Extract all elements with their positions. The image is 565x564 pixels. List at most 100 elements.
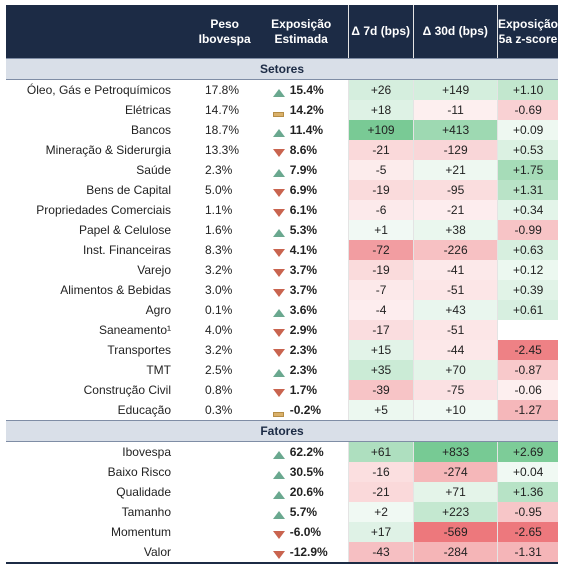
up-arrow-icon	[272, 450, 285, 459]
delta-30d-cell: -226	[412, 240, 498, 260]
trend-icon	[272, 528, 285, 539]
row-exposicao: 3.6%	[255, 300, 349, 320]
exposicao-value: 8.6%	[289, 143, 318, 157]
delta-30d-value: -44	[413, 340, 498, 360]
row-peso: 13.3%	[205, 143, 240, 157]
delta-30d-value: -284	[413, 542, 498, 562]
zscore-cell: -0.87	[497, 360, 558, 380]
row-peso	[195, 442, 255, 462]
exposicao-value: 5.7%	[289, 505, 318, 519]
delta-7d-value: -19	[349, 260, 413, 280]
zscore-value: -2.45	[498, 340, 558, 360]
zscore-value: -1.31	[498, 542, 558, 562]
up-arrow-icon	[272, 88, 285, 97]
zscore-value: +2.69	[498, 442, 558, 462]
exposicao-value: -12.9%	[289, 545, 328, 559]
trend-icon	[272, 86, 285, 97]
up-arrow-icon	[272, 308, 285, 317]
trend-icon	[272, 508, 285, 519]
header-delta-7d: Δ 7d (bps)	[347, 5, 413, 58]
exposicao-value: 14.2%	[289, 103, 324, 117]
exposicao-value: 2.9%	[289, 323, 318, 337]
row-peso: 2.3%	[205, 163, 233, 177]
exposicao-value: 2.3%	[289, 343, 318, 357]
table-row: Saúde 2.3% 7.9% -5 +21 +1.75	[6, 160, 558, 180]
delta-7d-cell: -39	[348, 380, 413, 400]
delta-7d-cell: +61	[348, 442, 413, 462]
delta-7d-value: -72	[349, 240, 413, 260]
delta-30d-value: -274	[413, 462, 498, 482]
exposicao-value: 2.3%	[289, 363, 318, 377]
row-name: TMT	[146, 363, 171, 377]
row-name: Valor	[143, 545, 171, 559]
header-peso: Peso Ibovespa	[198, 16, 251, 46]
row-name: Educação	[117, 403, 171, 417]
delta-7d-value: +2	[349, 502, 413, 522]
trend-icon	[272, 346, 285, 357]
up-arrow-icon	[272, 510, 285, 519]
trend-icon	[272, 386, 285, 397]
table-row: Bancos 18.7% 11.4% +109 +413 +0.09	[6, 120, 558, 140]
delta-30d-value: +413	[413, 120, 498, 140]
delta-30d-cell: +70	[412, 360, 498, 380]
row-peso	[195, 522, 255, 542]
up-arrow-icon	[272, 228, 285, 237]
table-row: Agro 0.1% 3.6% -4 +43 +0.61	[6, 300, 558, 320]
trend-icon	[272, 468, 285, 479]
setores-rows: Óleo, Gás e Petroquímicos 17.8% 15.4% +26 +1…	[6, 80, 558, 420]
row-peso: 17.8%	[205, 83, 240, 97]
zscore-cell: +0.39	[497, 280, 558, 300]
down-arrow-icon	[272, 550, 285, 559]
delta-30d-value: -75	[413, 380, 498, 400]
row-name: Bancos	[130, 123, 171, 137]
row-peso: 1.1%	[205, 203, 233, 217]
table-row: Alimentos & Bebidas 3.0% 3.7% -7 -51 +0.39	[6, 280, 558, 300]
zscore-cell: +0.34	[497, 200, 558, 220]
row-name: Alimentos & Bebidas	[60, 283, 171, 297]
row-exposicao: 20.6%	[255, 482, 349, 502]
trend-icon	[272, 146, 285, 157]
delta-30d-value: +70	[413, 360, 498, 380]
table-row: Elétricas 14.7% 14.2% +18 -11 -0.69	[6, 100, 558, 120]
down-arrow-icon	[272, 388, 285, 397]
row-name: Propriedades Comerciais	[36, 203, 171, 217]
zscore-cell: +0.61	[497, 300, 558, 320]
delta-30d-cell: -284	[412, 542, 498, 562]
delta-30d-value: +149	[413, 80, 498, 100]
delta-30d-cell: -75	[412, 380, 498, 400]
exposicao-value: 3.7%	[289, 283, 318, 297]
zscore-value: -1.27	[498, 400, 558, 420]
row-peso: 0.1%	[205, 303, 233, 317]
exposicao-value: 4.1%	[289, 243, 318, 257]
down-arrow-icon	[272, 188, 285, 197]
table-row: TMT 2.5% 2.3% +35 +70 -0.87	[6, 360, 558, 380]
up-arrow-icon	[272, 490, 285, 499]
row-peso	[195, 502, 255, 522]
zscore-cell: +0.04	[497, 462, 558, 482]
row-exposicao: 11.4%	[255, 120, 349, 140]
delta-7d-value: -6	[349, 200, 413, 220]
delta-7d-value: -43	[349, 542, 413, 562]
row-name: Elétricas	[124, 103, 171, 117]
fatores-rows: Ibovespa 62.2% +61 +833 +2.69 Baixo Risco 30.5…	[6, 442, 558, 562]
delta-30d-cell: -51	[412, 320, 498, 340]
row-peso	[195, 462, 255, 482]
zscore-value: +1.75	[498, 160, 558, 180]
delta-7d-value: -16	[349, 462, 413, 482]
down-arrow-icon	[272, 208, 285, 217]
exposicao-value: 6.1%	[289, 203, 318, 217]
up-arrow-icon	[272, 368, 285, 377]
up-arrow-icon	[272, 168, 285, 177]
row-exposicao: 30.5%	[255, 462, 349, 482]
delta-30d-value: -569	[413, 522, 498, 542]
row-peso: 14.7%	[205, 103, 240, 117]
delta-7d-value: -21	[349, 482, 413, 502]
delta-7d-cell: -21	[348, 482, 413, 502]
delta-7d-cell: -5	[348, 160, 413, 180]
zscore-value: -0.95	[498, 502, 558, 522]
row-peso	[195, 482, 255, 502]
delta-30d-cell: -11	[412, 100, 498, 120]
row-name: Inst. Financeiras	[82, 243, 171, 257]
delta-30d-cell: -21	[412, 200, 498, 220]
zscore-cell: +1.36	[497, 482, 558, 502]
